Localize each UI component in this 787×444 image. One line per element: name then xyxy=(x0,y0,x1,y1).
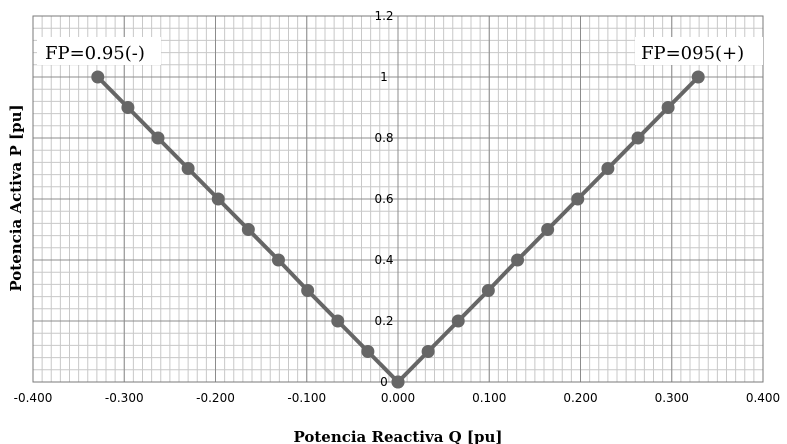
x-tick-label: -0.400 xyxy=(14,391,53,405)
y-axis-title: Potencia Activa P [pu] xyxy=(7,104,25,291)
x-tick-label: 0.100 xyxy=(472,391,506,405)
data-point xyxy=(331,314,345,328)
data-point xyxy=(91,70,105,84)
data-point xyxy=(391,375,405,389)
y-tick-label: 0.4 xyxy=(374,253,393,267)
x-tick-label: -0.100 xyxy=(287,391,326,405)
data-point xyxy=(241,223,255,236)
y-tick-label: 1 xyxy=(380,70,388,84)
data-point xyxy=(541,223,555,236)
annotation-left-bg xyxy=(37,37,161,65)
x-tick-label: 0.300 xyxy=(655,391,689,405)
data-point xyxy=(451,314,465,328)
data-point xyxy=(211,192,225,206)
x-axis-title: Potencia Reactiva Q [pu] xyxy=(293,428,502,444)
data-point xyxy=(361,345,375,358)
y-tick-label: 0.8 xyxy=(374,131,393,145)
data-point xyxy=(271,253,285,267)
data-point xyxy=(151,131,165,145)
x-tick-label: -0.200 xyxy=(196,391,235,405)
y-tick-label: 0.6 xyxy=(374,192,393,206)
data-point xyxy=(691,70,705,84)
data-point xyxy=(301,284,315,297)
data-point xyxy=(661,101,675,114)
annotation-right: FP=095(+) xyxy=(641,43,744,64)
data-point xyxy=(511,253,525,267)
x-tick-label: 0.400 xyxy=(746,391,780,405)
data-point xyxy=(421,345,435,358)
data-point xyxy=(601,162,615,175)
y-tick-label: 0.2 xyxy=(374,314,393,328)
series-layer xyxy=(91,70,705,389)
data-point xyxy=(481,284,495,297)
x-tick-label: -0.300 xyxy=(105,391,144,405)
y-tick-label: 1.2 xyxy=(374,9,393,23)
tick-labels: -0.400 -0.300 -0.200 -0.100 0.000 0.100 0.200 0… xyxy=(14,9,781,405)
x-tick-label: 0.200 xyxy=(563,391,597,405)
x-tick-label: 0.000 xyxy=(381,391,415,405)
annotation-right-bg xyxy=(635,37,763,65)
data-point xyxy=(121,101,135,114)
data-point xyxy=(631,131,645,145)
y-tick-label: 0 xyxy=(380,375,388,389)
annotation-left: FP=0.95(-) xyxy=(45,43,145,64)
data-point xyxy=(181,162,195,175)
data-point xyxy=(571,192,585,206)
